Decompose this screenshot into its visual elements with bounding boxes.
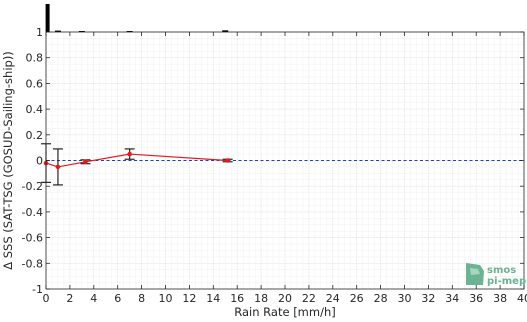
x-tick-label: 26 bbox=[350, 292, 364, 305]
watermark-text-pimep: pi-mep bbox=[487, 276, 526, 287]
x-tick-label: 18 bbox=[254, 292, 268, 305]
histogram-bar bbox=[222, 30, 229, 32]
data-point bbox=[55, 164, 61, 170]
axis-ticks bbox=[45, 31, 525, 290]
x-tick-label: 8 bbox=[138, 292, 145, 305]
x-tick-label: 28 bbox=[374, 292, 388, 305]
y-tick-label: -0.4 bbox=[22, 206, 43, 219]
x-tick-label: 34 bbox=[445, 292, 459, 305]
y-tick-label: -0.8 bbox=[22, 257, 43, 270]
x-tick-label: 36 bbox=[469, 292, 483, 305]
y-tick-label: -1 bbox=[32, 283, 43, 296]
x-axis-label: Rain Rate [mm/h] bbox=[234, 305, 336, 319]
y-axis-label: Δ SSS (SAT-TSG (GOSUD-Sailing-ship)) bbox=[1, 51, 15, 270]
data-point bbox=[127, 151, 132, 157]
x-tick-label: 40 bbox=[517, 292, 527, 305]
y-tick-label: 1 bbox=[36, 26, 43, 39]
y-tick-label: -0.6 bbox=[22, 232, 43, 245]
x-tick-label: 20 bbox=[278, 292, 292, 305]
y-tick-labels: 1 0.8 0.6 0.4 0.2 0 -0.2 -0.4 -0.6 -0.8 -1 bbox=[22, 26, 43, 296]
data-point bbox=[225, 158, 230, 163]
y-tick-label: 0 bbox=[36, 155, 43, 168]
histogram bbox=[45, 4, 229, 32]
y-tick-label: 0.4 bbox=[26, 103, 44, 116]
x-tick-label: 32 bbox=[421, 292, 435, 305]
y-tick-label: 0.6 bbox=[26, 77, 44, 90]
x-tick-label: 2 bbox=[66, 292, 73, 305]
y-tick-label: 0.2 bbox=[26, 129, 44, 142]
y-tick-label: 0.8 bbox=[26, 52, 44, 65]
histogram-bar bbox=[126, 31, 133, 32]
x-tick-label: 14 bbox=[206, 292, 220, 305]
x-tick-label: 38 bbox=[493, 292, 507, 305]
x-tick-label: 22 bbox=[302, 292, 316, 305]
x-tick-label: 12 bbox=[182, 292, 196, 305]
x-tick-label: 6 bbox=[114, 292, 121, 305]
data-point bbox=[83, 159, 88, 165]
x-tick-label: 24 bbox=[326, 292, 340, 305]
x-tick-label: 0 bbox=[43, 292, 50, 305]
x-tick-label: 30 bbox=[398, 292, 412, 305]
x-tick-label: 16 bbox=[230, 292, 244, 305]
histogram-bar bbox=[54, 30, 61, 32]
watermark-text-smos: smos bbox=[487, 265, 516, 276]
histogram-bar bbox=[45, 4, 50, 32]
watermark-logo-icon bbox=[466, 263, 484, 285]
y-tick-label: -0.2 bbox=[22, 180, 43, 193]
smos-pimep-watermark: smos pi-mep bbox=[466, 263, 526, 287]
x-tick-label: 10 bbox=[159, 292, 173, 305]
x-tick-labels: 0246810121416182022242628303234363840 bbox=[43, 292, 527, 305]
x-tick-label: 4 bbox=[90, 292, 97, 305]
histogram-bar bbox=[78, 31, 85, 32]
